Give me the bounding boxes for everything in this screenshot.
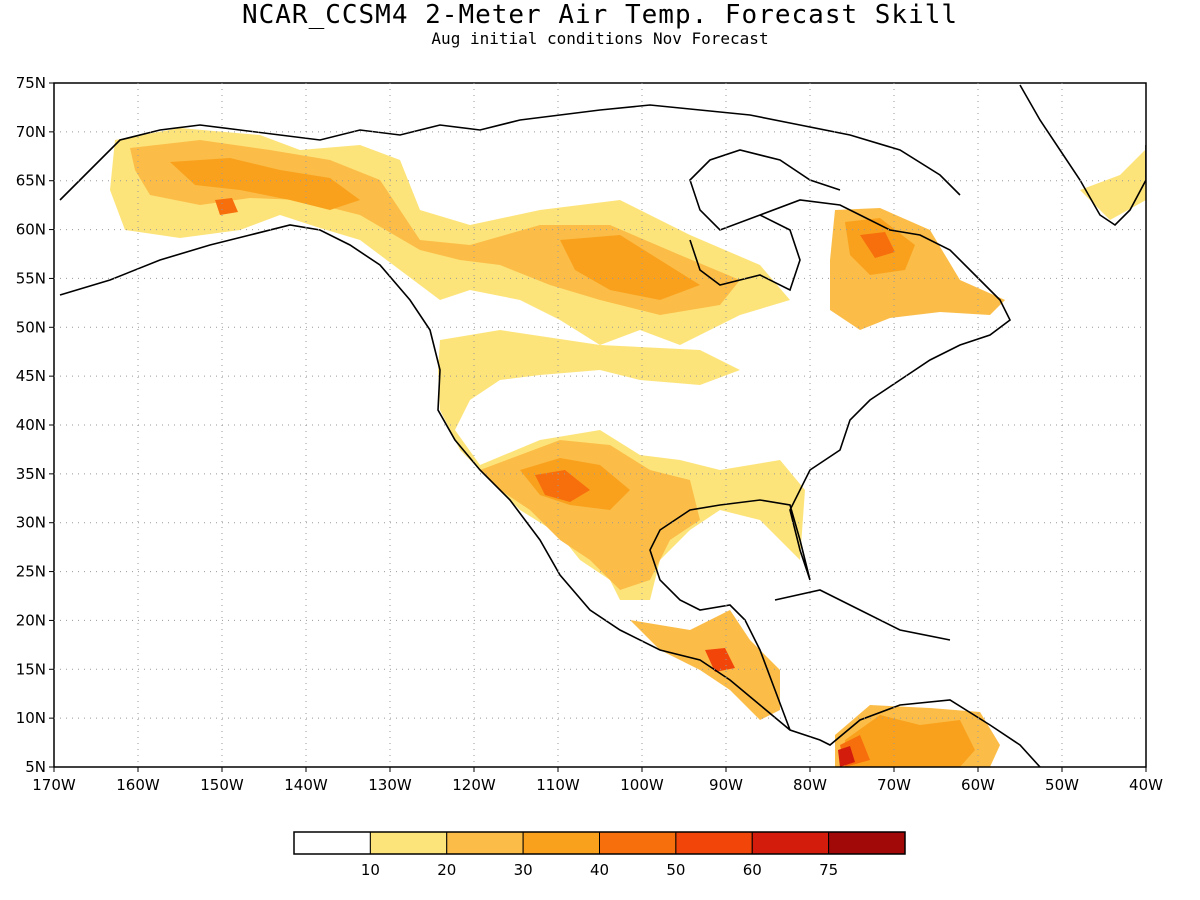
lat-tick-label: 35N (16, 465, 46, 483)
colorbar-swatch (599, 831, 677, 855)
page-title: NCAR_CCSM4 2-Meter Air Temp. Forecast Sk… (241, 0, 959, 30)
lat-tick-label: 75N (16, 74, 46, 92)
lat-tick-label: 5N (25, 758, 46, 776)
shade-alaska-3 (170, 158, 360, 210)
lon-tick-label: 130W (368, 776, 412, 794)
shade-samerica-2 (845, 715, 975, 767)
colorbar-label: 30 (514, 861, 533, 879)
shade-camerica-2 (705, 648, 735, 672)
lon-tick-label: 160W (116, 776, 160, 794)
lat-tick-label: 30N (16, 514, 46, 532)
colorbar-swatch (751, 831, 830, 855)
colorbar-label: 40 (590, 861, 609, 879)
lon-tick-label: 150W (200, 776, 244, 794)
colorbar-swatch (446, 831, 524, 855)
lon-tick-label: 70W (877, 776, 911, 794)
skill-shading (110, 128, 1146, 767)
shade-samerica-4 (838, 746, 855, 767)
coast-hudson (689, 214, 801, 292)
longitude-labels: 170W 160W 150W 140W 130W 120W 110W 100W 90W 80W 70… (32, 767, 1163, 794)
colorbar-swatch (828, 831, 906, 855)
map-gridlines (54, 83, 1146, 767)
shade-camerica (630, 610, 780, 720)
lon-tick-label: 110W (536, 776, 580, 794)
colorbar-label: 20 (437, 861, 456, 879)
lon-tick-label: 60W (961, 776, 995, 794)
coast-north-america (59, 104, 1041, 767)
colorbar-label: 10 (361, 861, 380, 879)
lon-tick-label: 80W (793, 776, 827, 794)
colorbar-swatch (369, 831, 448, 855)
coast-cuba (774, 589, 951, 641)
lat-tick-label: 10N (16, 709, 46, 727)
coast-greenland (1019, 84, 1146, 227)
shade-sw-3 (535, 470, 590, 502)
lon-tick-label: 100W (620, 776, 664, 794)
shade-alaska-4 (560, 235, 700, 300)
lat-tick-label: 65N (16, 172, 46, 190)
colorbar-swatch (675, 831, 753, 855)
lon-tick-label: 40W (1129, 776, 1163, 794)
colorbar-swatch (522, 831, 600, 855)
colorbar: 10 20 30 40 50 60 75 (293, 831, 906, 879)
colorbar-label: 50 (666, 861, 685, 879)
lat-tick-label: 20N (16, 611, 46, 629)
shade-alaska-5 (215, 198, 238, 215)
coastlines (59, 84, 1146, 767)
lat-tick-label: 55N (16, 269, 46, 287)
colorbar-swatch (293, 831, 371, 855)
lat-tick-label: 60N (16, 221, 46, 239)
colorbar-frame (293, 831, 906, 855)
lon-tick-label: 140W (284, 776, 328, 794)
lat-tick-label: 25N (16, 563, 46, 581)
lat-tick-label: 50N (16, 318, 46, 336)
lat-tick-label: 70N (16, 123, 46, 141)
lon-tick-label: 120W (452, 776, 496, 794)
page-subtitle: Aug initial conditions Nov Forecast (431, 29, 769, 48)
colorbar-label: 75 (819, 861, 838, 879)
colorbar-label: 60 (743, 861, 762, 879)
lat-tick-label: 15N (16, 660, 46, 678)
lat-tick-label: 40N (16, 416, 46, 434)
lon-tick-label: 170W (32, 776, 76, 794)
lon-tick-label: 90W (709, 776, 743, 794)
shade-quebec-3 (860, 232, 895, 258)
shade-greenland (1080, 150, 1146, 220)
lat-tick-label: 45N (16, 367, 46, 385)
lon-tick-label: 50W (1045, 776, 1079, 794)
latitude-labels: 75N 70N 65N 60N 55N 50N 45N 40N 35N 30N 25N 20N 15N 1… (16, 74, 54, 776)
